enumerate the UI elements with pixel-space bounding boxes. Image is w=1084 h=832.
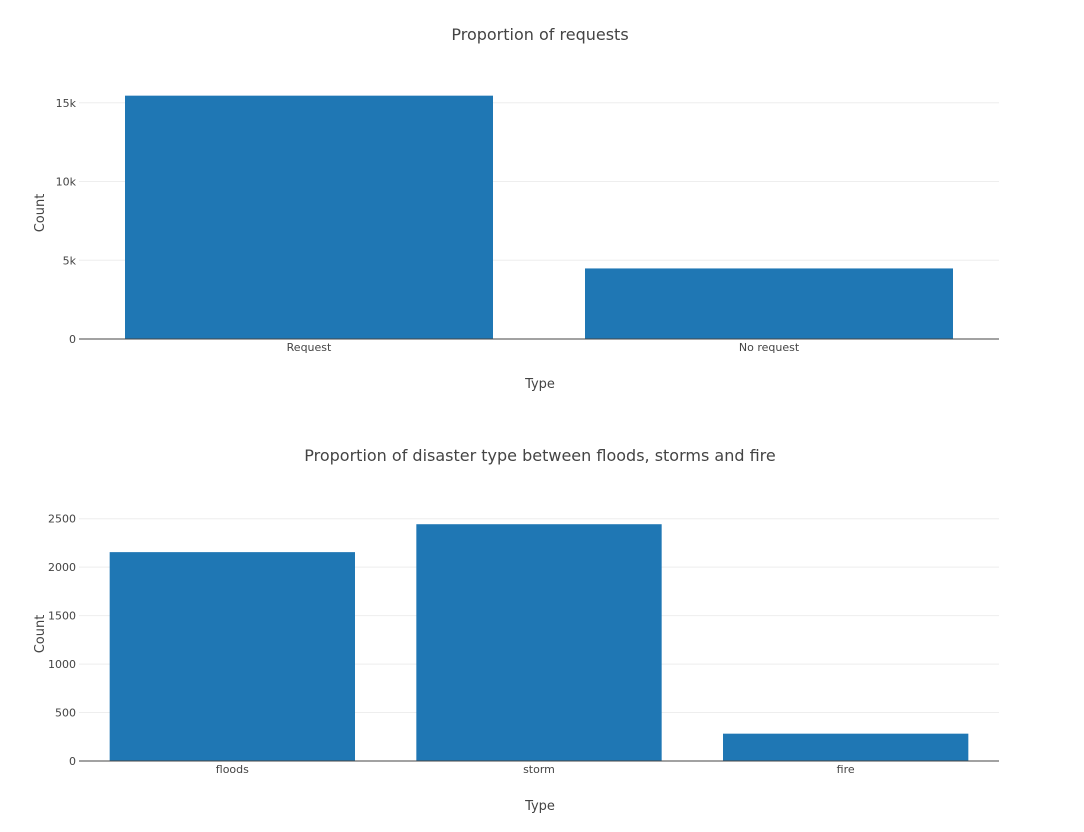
x-tick-labels: Request No request: [287, 341, 800, 354]
bar-fire[interactable]: [723, 733, 969, 761]
chart-title: Proportion of disaster type between floo…: [304, 446, 775, 465]
x-tick-label: Request: [287, 341, 332, 354]
y-axis-title: Count: [33, 194, 48, 233]
y-tick-label: 2000: [48, 561, 76, 574]
requests-chart: Proportion of requests 0 5k 10k 15k Request…: [33, 25, 999, 392]
y-tick-label: 0: [69, 755, 76, 768]
x-tick-labels: floods storm fire: [216, 763, 855, 776]
y-tick-label: 2500: [48, 513, 76, 526]
bar-storm[interactable]: [416, 524, 662, 761]
bar-request[interactable]: [125, 95, 493, 339]
y-tick-label: 500: [55, 707, 76, 720]
chart-title: Proportion of requests: [451, 25, 628, 44]
bars: [125, 95, 953, 339]
y-tick-label: 15k: [56, 97, 77, 110]
y-axis-title: Count: [33, 615, 48, 654]
y-tick-label: 5k: [63, 254, 77, 267]
x-axis-title: Type: [524, 799, 555, 814]
y-tick-labels: 0 5k 10k 15k: [56, 97, 77, 346]
x-tick-label: No request: [739, 341, 800, 354]
y-tick-label: 1000: [48, 658, 76, 671]
x-tick-label: floods: [216, 763, 249, 776]
bar-floods[interactable]: [109, 552, 356, 761]
x-axis-title: Type: [524, 377, 555, 392]
y-tick-label: 0: [69, 333, 76, 346]
x-tick-label: fire: [837, 763, 855, 776]
y-tick-labels: 0 500 1000 1500 2000 2500: [48, 513, 76, 768]
y-tick-label: 10k: [56, 176, 77, 189]
disaster-type-chart: Proportion of disaster type between floo…: [33, 446, 999, 814]
y-tick-label: 1500: [48, 610, 76, 623]
x-tick-label: storm: [523, 763, 555, 776]
bars: [109, 524, 969, 761]
bar-no-request[interactable]: [585, 268, 953, 339]
